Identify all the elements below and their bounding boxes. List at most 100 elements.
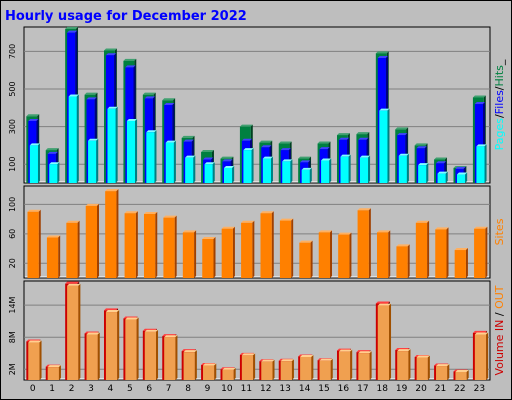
bar-0-2-6-side [154, 130, 157, 183]
x-tick-4: 4 [108, 384, 114, 394]
bar-0-1-23-top [474, 102, 486, 105]
bar-2-1-1-side [58, 365, 61, 380]
y-tick-2-1: 8M [8, 331, 17, 343]
bar-0-2-16 [340, 154, 351, 183]
bar-0-2-23 [476, 144, 487, 183]
bar-0-2-15 [321, 158, 332, 183]
panel-label-part-2-1: IN [493, 320, 506, 335]
bar-0-2-2-top [68, 94, 79, 97]
bar-1-0-15-side [330, 230, 333, 278]
bar-0-2-6 [146, 130, 157, 183]
x-tick-23: 23 [474, 384, 485, 394]
bar-0-2-13 [282, 159, 293, 183]
bar-1-0-19 [396, 244, 410, 278]
bar-0-2-20-side [426, 163, 429, 183]
bar-1-0-0 [27, 209, 41, 278]
bar-0-2-22-top [456, 172, 468, 175]
bar-1-0-13-face [279, 220, 292, 278]
bar-1-0-7-side [174, 215, 177, 278]
bar-2-1-22-face [455, 371, 467, 380]
bar-1-0-2-face [66, 222, 78, 278]
bar-1-0-0-side [38, 209, 41, 278]
bar-0-2-7 [165, 140, 176, 183]
x-tick-6: 6 [146, 384, 152, 394]
x-tick-10: 10 [221, 384, 233, 394]
bar-0-2-0-side [37, 143, 40, 183]
bar-2-1-15 [319, 358, 333, 380]
bar-1-0-23-side [485, 226, 488, 278]
bar-2-1-0 [28, 340, 42, 380]
bar-0-2-2-face [68, 96, 77, 183]
bar-1-0-9-top [202, 236, 216, 239]
bar-1-0-20 [415, 220, 430, 278]
bar-0-2-1-side [57, 162, 60, 183]
bar-2-0-2-top [65, 281, 80, 284]
bar-2-1-0-face [28, 342, 40, 380]
bar-0-0-16-top [336, 133, 350, 136]
panel-label-part-0-5: _ [493, 59, 506, 66]
bar-2-1-8-top [183, 350, 197, 353]
x-axis-labels: 0 1 2 3 4 5 6 7 8 9 10 11 12 13 14 15 16 17 18 19 20 21 22 23 [30, 384, 485, 394]
bar-0-2-14-top [301, 167, 312, 170]
bar-0-1-4-top [105, 53, 117, 56]
bar-1-0-21-face [435, 229, 447, 278]
bar-0-2-9-top [204, 162, 215, 165]
bar-2-1-22 [455, 369, 469, 380]
bar-0-1-0-top [28, 118, 39, 121]
bar-0-2-4-side [115, 106, 118, 183]
bar-2-1-6-face [144, 331, 157, 380]
bar-0-2-16-face [340, 156, 349, 183]
bar-0-2-20-top [418, 163, 429, 166]
bar-0-2-14 [301, 167, 312, 183]
bar-2-1-5-face [125, 319, 137, 380]
bar-2-1-19-top [397, 349, 411, 352]
bar-2-1-18-side [389, 303, 392, 380]
y-tick-1-1: 60 [8, 229, 17, 239]
bar-0-2-5-top [126, 118, 138, 121]
bar-0-2-10-face [223, 167, 233, 183]
bar-1-0-18-side [388, 230, 391, 278]
bar-1-0-2 [66, 220, 80, 278]
bar-2-1-7-face [164, 337, 176, 380]
bar-2-1-20 [416, 355, 430, 380]
bar-0-2-16-side [348, 154, 351, 183]
bar-0-2-9 [204, 162, 215, 183]
bar-0-1-16-top [338, 137, 350, 140]
bar-2-1-18 [377, 303, 392, 380]
bar-0-2-12-face [262, 158, 271, 183]
bar-0-0-14-top [298, 156, 312, 159]
panel-label-1: Sites [493, 218, 506, 245]
bar-1-0-21-top [435, 227, 449, 230]
bar-1-0-3-side [97, 203, 100, 278]
bar-1-0-3-face [85, 205, 98, 278]
bar-1-0-1 [46, 235, 61, 278]
bar-1-0-5 [124, 211, 138, 278]
bar-0-2-3-side [96, 138, 99, 183]
bar-1-0-18-face [376, 232, 389, 278]
bar-2-1-17-face [358, 353, 370, 380]
bar-0-2-10 [223, 165, 235, 183]
bar-0-2-11-face [243, 150, 252, 183]
bar-2-1-1 [47, 365, 61, 380]
bar-0-2-23-face [476, 146, 485, 183]
bar-2-1-15-side [330, 358, 333, 380]
bar-0-2-5 [126, 118, 138, 183]
bar-0-2-6-top [146, 130, 157, 133]
bar-2-1-13 [280, 359, 294, 380]
bar-1-0-17-top [357, 208, 371, 211]
bar-0-2-21 [437, 171, 448, 183]
panel-label-0: Pages/Files/Hits_ [493, 59, 506, 150]
x-tick-1: 1 [49, 384, 55, 394]
bar-2-1-11-top [241, 353, 256, 356]
bar-0-0-13-top [278, 141, 292, 144]
bar-1-0-10 [221, 226, 235, 278]
bar-1-0-7 [163, 215, 177, 278]
bar-2-1-5-side [136, 317, 139, 380]
y-tick-2-2: 14M [8, 296, 17, 313]
bar-1-0-20-face [415, 222, 428, 278]
bar-1-0-10-side [232, 226, 235, 278]
bar-1-0-10-top [221, 226, 235, 229]
bar-1-0-23 [474, 226, 488, 278]
bar-0-2-12-side [270, 156, 273, 183]
y-tick-0-0: 100 [8, 157, 17, 172]
